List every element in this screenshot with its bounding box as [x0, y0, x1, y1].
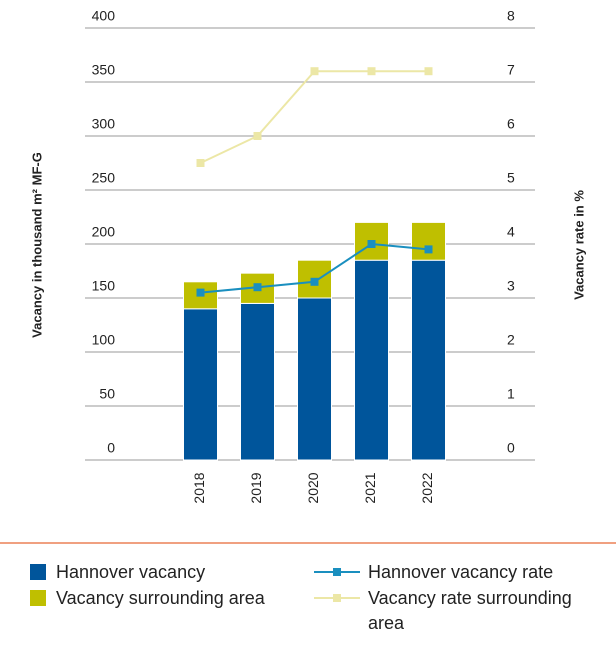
- line-marker: [367, 240, 376, 248]
- y-tick-label: 400: [92, 8, 116, 24]
- line-marker: [424, 245, 433, 254]
- line-marker: [196, 159, 205, 167]
- legend-label: Hannover vacancy: [56, 562, 206, 582]
- bar: [240, 302, 275, 461]
- bar: [297, 297, 332, 461]
- y2-tick-label: 8: [507, 8, 515, 24]
- x-tick-label: 2020: [305, 472, 321, 503]
- x-tick-label: 2021: [362, 472, 378, 503]
- legend-swatch: [30, 564, 46, 580]
- y-tick-label: 200: [92, 224, 116, 240]
- line-marker: [253, 283, 262, 292]
- line-marker: [310, 277, 319, 286]
- legend-swatch: [30, 590, 46, 606]
- y2-tick-label: 2: [507, 332, 515, 348]
- legend-swatch: [333, 594, 341, 602]
- line-marker: [253, 132, 262, 140]
- y-tick-label: 350: [92, 62, 116, 78]
- y2-tick-label: 4: [507, 224, 515, 240]
- y2-tick-label: 6: [507, 116, 515, 132]
- line: [200, 70, 429, 164]
- x-tick-label: 2018: [191, 472, 207, 503]
- y-tick-label: 300: [92, 116, 116, 132]
- bar: [411, 259, 446, 461]
- y2-axis-title: Vacancy rate in %: [571, 190, 586, 300]
- y2-tick-label: 5: [507, 170, 515, 186]
- legend-label: Hannover vacancy rate: [368, 562, 554, 582]
- legend-label: Vacancy rate surrounding area: [368, 588, 572, 633]
- line-marker: [196, 288, 205, 297]
- y2-tick-label: 1: [507, 386, 515, 402]
- legend-swatch: [333, 568, 341, 576]
- line-marker: [310, 67, 319, 76]
- x-tick-label: 2022: [419, 472, 435, 503]
- bar: [411, 221, 446, 261]
- y-tick-label: 50: [99, 386, 115, 402]
- y-tick-label: 250: [92, 170, 116, 186]
- y-tick-label: 150: [92, 278, 116, 294]
- y-tick-label: 100: [92, 332, 116, 348]
- legend-label: Vacancy surrounding area: [56, 588, 265, 608]
- y2-tick-label: 0: [507, 440, 515, 456]
- bar: [354, 259, 389, 461]
- line-marker: [424, 67, 433, 76]
- y2-tick-label: 3: [507, 278, 515, 294]
- y-tick-label: 0: [107, 440, 115, 456]
- y2-tick-label: 7: [507, 62, 515, 78]
- bar: [183, 308, 218, 461]
- line-marker: [367, 67, 376, 76]
- x-tick-label: 2019: [248, 472, 264, 503]
- y-axis-title: Vacancy in thousand m² MF-G: [29, 152, 44, 338]
